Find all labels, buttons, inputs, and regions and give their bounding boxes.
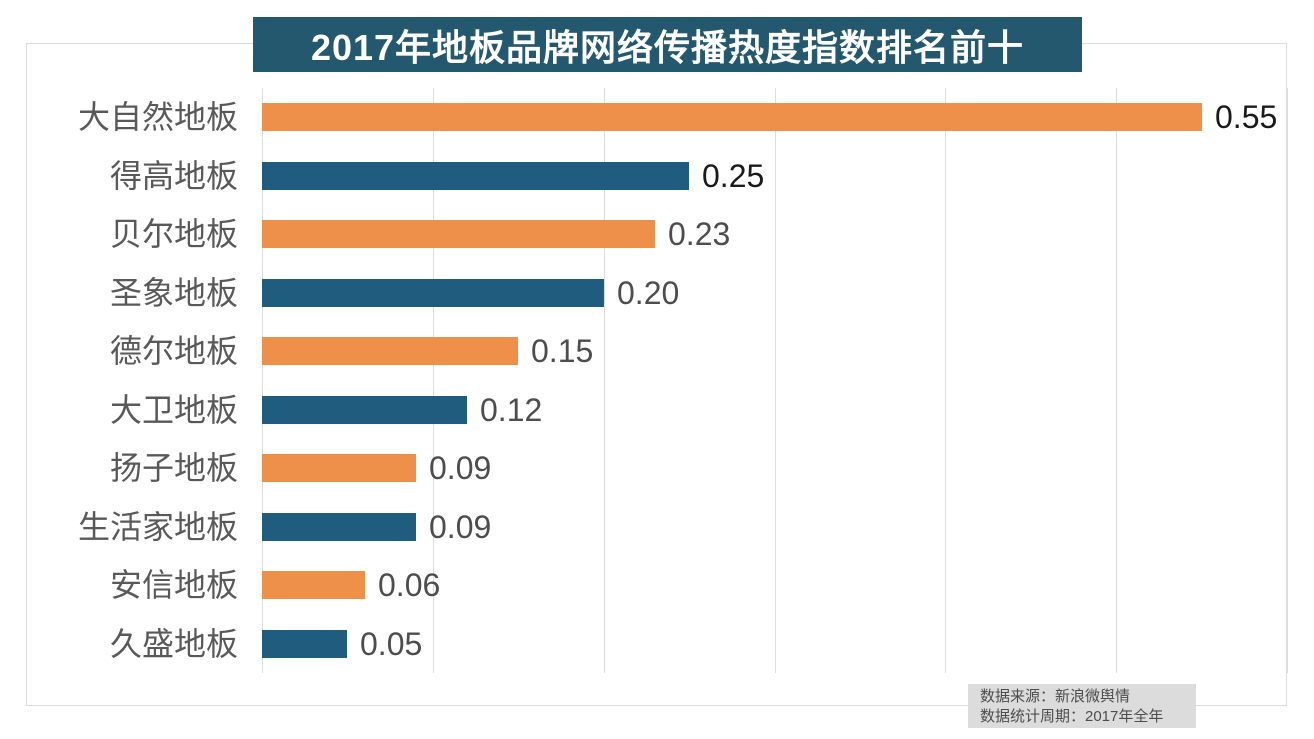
category-label: 安信地板	[109, 567, 238, 603]
bar	[262, 278, 604, 307]
value-label: 0.20	[617, 274, 680, 311]
category-label: 德尔地板	[109, 333, 238, 369]
gridline	[262, 88, 263, 673]
bar	[262, 454, 416, 483]
value-label: 0.12	[480, 391, 543, 428]
gridline	[1116, 88, 1118, 673]
value-label: 0.15	[531, 333, 594, 369]
bar	[262, 395, 467, 424]
value-label: 0.55	[1215, 99, 1278, 135]
value-label: 0.05	[360, 625, 423, 662]
gridline	[774, 88, 776, 673]
value-label: 0.23	[668, 216, 731, 252]
category-label: 久盛地板	[109, 625, 238, 662]
bar	[262, 161, 689, 190]
data-source-line: 数据来源：新浪微舆情	[980, 688, 1131, 705]
category-label: 大卫地板	[109, 391, 238, 428]
category-label: 圣象地板	[109, 274, 238, 311]
value-label: 0.09	[429, 508, 492, 545]
bar	[262, 629, 347, 658]
gridline	[603, 88, 605, 673]
bar	[262, 512, 416, 541]
category-label: 扬子地板	[109, 450, 238, 486]
data-period-line: 数据统计周期：2017年全年	[980, 708, 1164, 725]
bar	[262, 220, 655, 249]
bar	[262, 103, 1202, 132]
category-label: 得高地板	[109, 157, 238, 194]
category-label: 大自然地板	[77, 99, 238, 135]
value-label: 0.06	[378, 567, 441, 603]
chart-title: 2017年地板品牌网络传播热度指数排名前十	[253, 17, 1082, 72]
gridline	[945, 88, 947, 673]
gridline	[432, 88, 434, 673]
bar	[262, 571, 365, 600]
plot-area	[262, 88, 1288, 673]
value-label: 0.09	[429, 450, 492, 486]
category-label: 生活家地板	[77, 508, 238, 545]
data-source-note: 数据来源：新浪微舆情 数据统计周期：2017年全年	[968, 684, 1196, 728]
bar	[262, 337, 518, 366]
gridline	[1287, 88, 1288, 673]
category-label: 贝尔地板	[109, 216, 238, 252]
value-label: 0.25	[702, 157, 765, 194]
